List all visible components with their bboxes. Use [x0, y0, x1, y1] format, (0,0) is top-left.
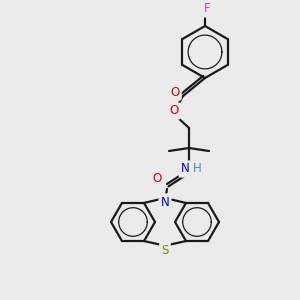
Text: S: S — [161, 244, 169, 256]
Text: H: H — [193, 163, 201, 176]
Text: O: O — [169, 104, 178, 118]
Text: F: F — [204, 2, 210, 16]
Text: O: O — [152, 172, 162, 185]
Text: N: N — [160, 196, 169, 208]
Text: O: O — [170, 85, 180, 98]
Text: N: N — [181, 163, 189, 176]
